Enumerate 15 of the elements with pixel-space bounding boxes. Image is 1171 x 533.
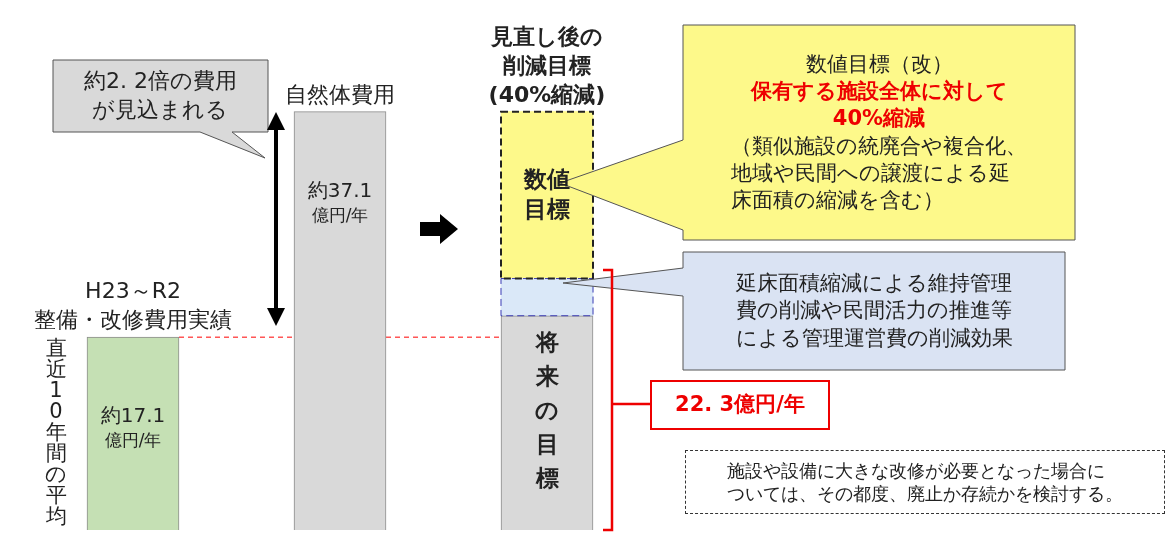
text: 施設や設備に大きな改修が必要となった場合については、その都度、廃止か存続かを検討する。 — [727, 458, 1123, 506]
text: 直近10年間の平均 — [45, 336, 67, 528]
x-tick-label: 自然体費用 — [285, 81, 395, 107]
annotation: 数値目標 — [523, 165, 571, 224]
annotation: 約2. 2倍の費用が見込まれる — [84, 67, 237, 124]
data-label: 約37.1 億円/年 — [307, 177, 373, 225]
annotation: 将来の目標 — [534, 328, 560, 493]
text: 延床面積縮減による維持管理費の削減や民間活力の推進等による管理運営費の削減効果 — [735, 270, 1013, 352]
x-tick-label: 見直し後の削減目標 (40%縮減) — [488, 23, 606, 107]
text: 22. 3億円/年 — [675, 391, 805, 419]
text: 保有する施設全体に対して 40%縮減 — [750, 77, 1008, 133]
data-label: 約17.1 億円/年 — [100, 403, 166, 451]
text: （類似施設の統廃合や複合化、地域や民間への譲渡による延床面積の縮減を含む） — [731, 132, 1027, 215]
x-tick-label: H23～R2 整備・改修費用実績 — [34, 278, 232, 333]
text: 数値目標（改） — [805, 50, 953, 78]
